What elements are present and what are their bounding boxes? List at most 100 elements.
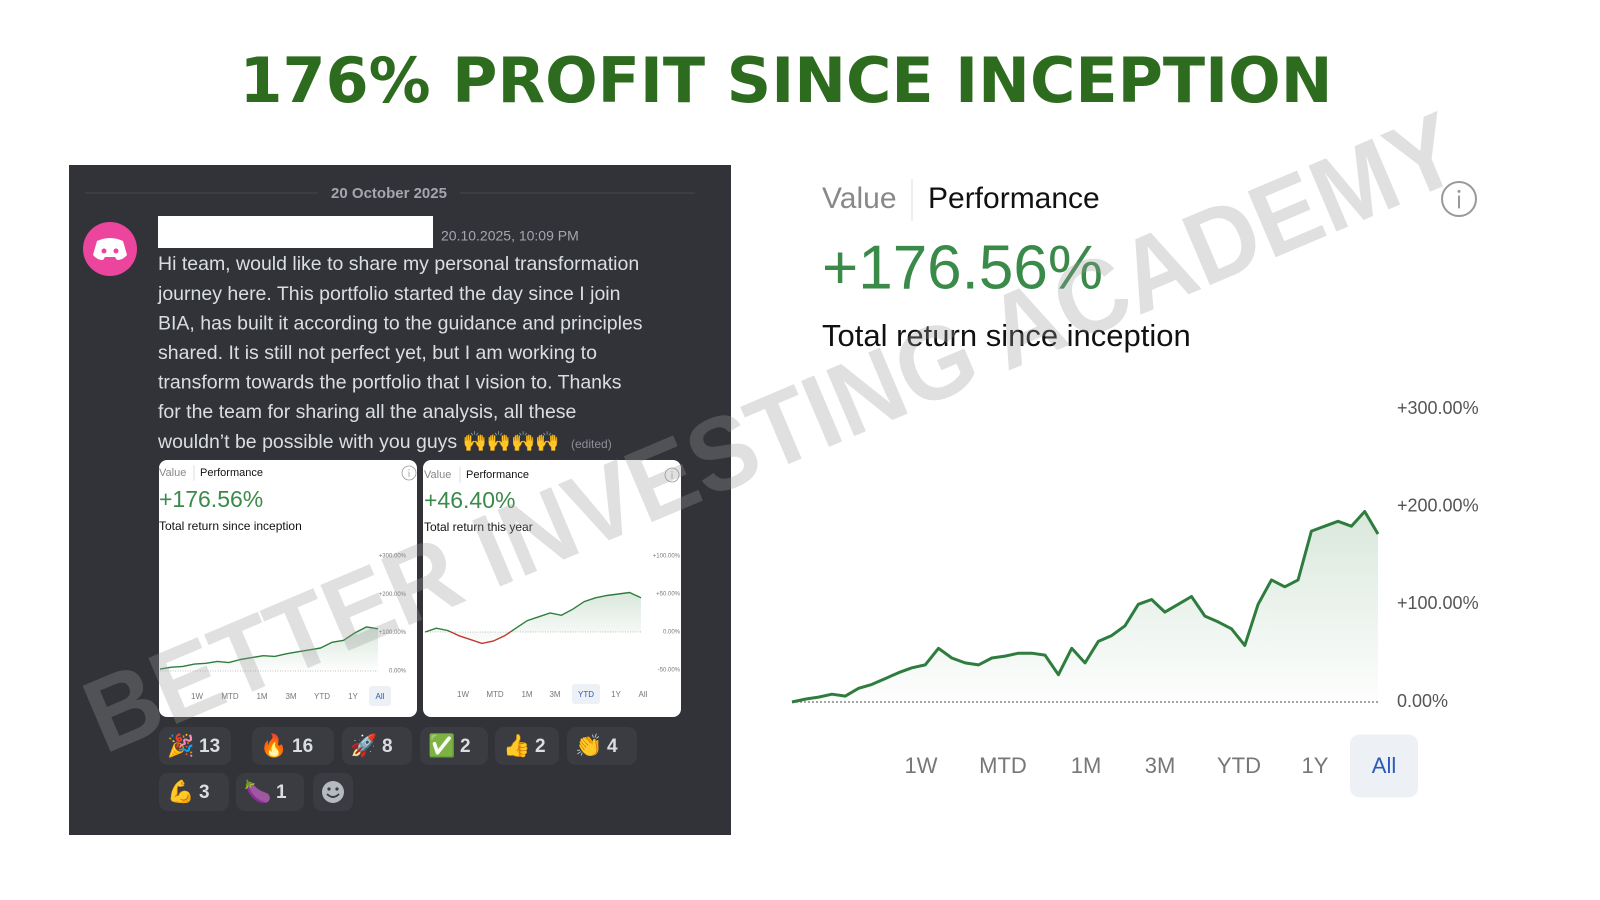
return-value: +176.56%	[822, 233, 1103, 302]
reaction-emoji: 🎉	[167, 733, 194, 759]
range-button[interactable]: 3M	[1145, 753, 1176, 778]
y-tick-label: +300.00%	[1397, 398, 1479, 418]
message-body: Hi team, would like to share my personal…	[157, 253, 643, 453]
reaction-pill[interactable]	[495, 727, 559, 765]
info-icon[interactable]	[664, 467, 680, 483]
message-line: for the team for sharing all the analysi…	[158, 401, 576, 423]
range-button[interactable]: MTD	[979, 753, 1027, 778]
add-reaction-icon	[327, 787, 331, 791]
range-button[interactable]: 1W	[191, 692, 203, 701]
y-tick-label: 0.00%	[1397, 691, 1448, 711]
reaction-pill[interactable]	[342, 727, 412, 765]
range-selected[interactable]	[572, 684, 600, 704]
line	[424, 591, 642, 632]
range-button[interactable]: MTD	[221, 692, 239, 701]
range-selected[interactable]	[1350, 734, 1418, 798]
range-button[interactable]: 1M	[256, 692, 267, 701]
y-tick-label: +100.00%	[379, 630, 407, 636]
range-button[interactable]: MTD	[486, 690, 504, 699]
range-button[interactable]: 1W	[905, 753, 938, 778]
info-icon[interactable]	[1441, 181, 1477, 217]
reaction-count: 1	[276, 782, 287, 803]
info-icon	[671, 471, 673, 473]
info-icon	[1457, 189, 1461, 193]
reaction-count: 2	[460, 736, 471, 757]
y-tick-label: +200.00%	[379, 592, 407, 598]
reaction-pill[interactable]	[159, 727, 231, 765]
y-tick-label: 0.00%	[389, 669, 407, 675]
range-button[interactable]: 1W	[457, 690, 469, 699]
range-button[interactable]: 1M	[521, 690, 532, 699]
reaction-emoji: 🔥	[260, 733, 287, 758]
avatar-icon	[101, 248, 107, 254]
range-selected[interactable]	[369, 686, 391, 706]
reaction-count: 16	[292, 736, 313, 757]
tab[interactable]: Value	[822, 182, 897, 215]
reaction-count: 13	[199, 736, 220, 757]
line-negative	[425, 632, 512, 645]
reaction-emoji: 👍	[503, 733, 530, 758]
tab[interactable]: Performance	[200, 467, 263, 479]
range-button[interactable]: 3M	[285, 692, 296, 701]
range-button[interactable]: All	[1372, 753, 1396, 778]
range-button[interactable]: 1Y	[611, 690, 621, 699]
range-button[interactable]: YTD	[578, 690, 594, 699]
range-button[interactable]: All	[639, 690, 648, 699]
avatar-icon	[113, 248, 119, 254]
reaction-count: 3	[199, 782, 210, 803]
reaction-pill[interactable]	[159, 773, 229, 811]
message-line: wouldn’t be possible with you guys 🙌🙌🙌🙌	[157, 430, 560, 453]
reaction-count: 2	[535, 736, 546, 757]
add-reaction-icon	[326, 793, 340, 798]
return-caption: Total return since inception	[159, 519, 302, 533]
reaction-pill[interactable]	[567, 727, 637, 765]
y-tick-label: +200.00%	[1397, 495, 1479, 515]
message-line: journey here. This portfolio started the…	[157, 283, 620, 305]
redacted-name	[158, 216, 433, 248]
range-button[interactable]: All	[376, 692, 385, 701]
reactions: 🎉 13 🔥 16 🚀 8 ✅ 2 👍 2 👏 4💪 3 🍆 1	[159, 727, 637, 811]
range-button[interactable]: 1Y	[1302, 753, 1329, 778]
tab[interactable]: Performance	[928, 182, 1100, 215]
reaction-count: 8	[382, 736, 393, 757]
range-button[interactable]: YTD	[1217, 753, 1261, 778]
reaction-emoji: ✅	[428, 733, 455, 758]
y-tick-label: 0.00%	[663, 630, 681, 636]
y-tick-label: +300.00%	[379, 554, 407, 560]
reaction-pill[interactable]	[420, 727, 488, 765]
y-tick-label: +100.00%	[653, 554, 681, 560]
line-area	[160, 626, 378, 671]
tab[interactable]: Value	[159, 467, 186, 479]
reaction-pill[interactable]	[252, 727, 334, 765]
line-area	[792, 511, 1378, 702]
attachment-image[interactable]	[423, 460, 681, 717]
edited-tag: (edited)	[571, 437, 612, 451]
tab[interactable]: Value	[424, 469, 451, 481]
reaction-pill[interactable]	[236, 773, 304, 811]
line-area	[425, 592, 641, 644]
return-value: +176.56%	[159, 486, 263, 512]
message-timestamp: 20.10.2025, 10:09 PM	[441, 228, 579, 244]
range-button[interactable]: YTD	[314, 692, 330, 701]
line	[159, 626, 379, 670]
reaction-emoji: 👏	[575, 733, 602, 758]
range-button[interactable]: 3M	[549, 690, 560, 699]
performance-views: Value Performance +176.56% Total return sin…	[159, 179, 1477, 798]
return-caption: Total return since inception	[822, 318, 1191, 353]
info-icon[interactable]	[401, 465, 417, 481]
tab[interactable]: Performance	[466, 469, 529, 481]
avatar-icon	[93, 238, 127, 260]
return-caption: Total return this year	[424, 520, 533, 534]
range-button[interactable]: 1M	[1071, 753, 1102, 778]
reaction-count: 4	[607, 736, 618, 757]
y-tick-label: +100.00%	[1397, 593, 1479, 613]
message-date: 20 October 2025	[331, 185, 447, 202]
message-line: transform towards the portfolio that I v…	[158, 372, 622, 394]
add-reaction-icon	[335, 787, 339, 791]
reaction-emoji: 🍆	[244, 779, 271, 804]
line	[791, 510, 1380, 704]
range-button[interactable]: 1Y	[348, 692, 358, 701]
message-line: Hi team, would like to share my personal…	[158, 253, 639, 275]
message-line: shared. It is still not perfect yet, but…	[158, 342, 597, 364]
